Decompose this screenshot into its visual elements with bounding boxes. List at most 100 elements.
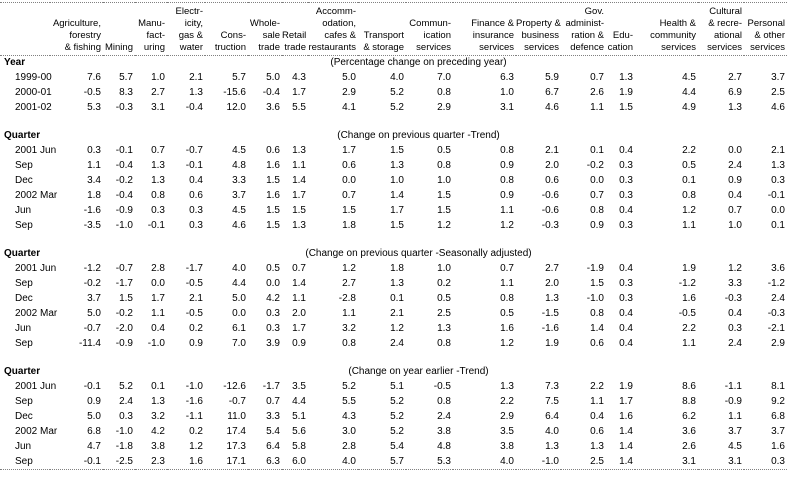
table-cell: -0.3 — [541, 220, 559, 231]
table-cell: 4.6 — [232, 220, 246, 231]
section-note: (Percentage change on preceding year) — [330, 57, 507, 68]
table-cell: 3.3 — [266, 411, 280, 422]
table-cell: 0.6 — [590, 338, 604, 349]
table-cell: 1.4 — [390, 190, 404, 201]
table-cell: 1.2 — [189, 441, 203, 452]
table-cell: 5.7 — [232, 72, 246, 83]
table-row: Sep 1.1 -0.4 1.3 -0.1 4.8 1.6 1.1 0.6 1.3 0.8 0.9 2.… — [0, 158, 787, 173]
table-cell: 5.8 — [292, 441, 306, 452]
column-header-finance-insurance: Finance & insurance services — [453, 2, 516, 56]
table-cell: -1.1 — [185, 411, 203, 422]
table-row: 1999-00 7.6 5.7 1.0 2.1 5.7 5.0 4.3 5.0 4.0 7.0 6.3… — [0, 70, 787, 85]
column-header-manufacturing: Manu- fact- uring — [135, 2, 167, 56]
table-cell: -1.7 — [262, 381, 280, 392]
table-cell: 2.4 — [390, 338, 404, 349]
column-header-row: Agriculture, forestry & fishing Mining M… — [0, 2, 787, 56]
table-cell: 0.8 — [437, 87, 451, 98]
table-cell: 0.8 — [437, 338, 451, 349]
table-cell: 2.9 — [437, 102, 451, 113]
table-cell: 1.5 — [119, 293, 133, 304]
table-cell: 3.7 — [728, 426, 742, 437]
table-cell: 5.0 — [266, 72, 280, 83]
table-cell: 0.9 — [87, 396, 101, 407]
table-cell: 4.3 — [342, 411, 356, 422]
table-cell: -0.1 — [147, 220, 165, 231]
table-cell: 1.3 — [292, 145, 306, 156]
column-header-construction: Cons- truction — [205, 2, 248, 56]
table-cell: 4.4 — [232, 278, 246, 289]
row-label: Sep — [15, 396, 33, 407]
table-cell: 1.3 — [590, 441, 604, 452]
table-cell: -0.7 — [228, 396, 246, 407]
table-row: Sep 0.9 2.4 1.3 -1.6 -0.7 0.7 4.4 5.5 5.2 0.8 2.2 7.… — [0, 394, 787, 409]
table-cell: 2.0 — [292, 308, 306, 319]
table-cell: 3.2 — [342, 323, 356, 334]
table-cell: 0.3 — [189, 205, 203, 216]
table-cell: 0.8 — [500, 175, 514, 186]
column-header-cultural-recreational: Cultural & recre- ational services — [698, 2, 744, 56]
table-cell: 1.3 — [151, 175, 165, 186]
table-cell: -15.6 — [223, 87, 246, 98]
table-cell: 0.4 — [728, 190, 742, 201]
table-cell: 2.5 — [771, 87, 785, 98]
table-cell: 3.5 — [292, 381, 306, 392]
table-cell: 3.1 — [500, 102, 514, 113]
section-header-row: Quarter (Change on year earlier -Trend) — [0, 351, 787, 379]
table-cell: 1.1 — [728, 411, 742, 422]
table-cell: 2.4 — [771, 293, 785, 304]
table-cell: 5.3 — [87, 102, 101, 113]
table-cell: 1.3 — [619, 72, 633, 83]
section-header-row: Year (Percentage change on preceding year… — [0, 56, 787, 71]
table-cell: 1.3 — [151, 160, 165, 171]
table-cell: 3.6 — [266, 102, 280, 113]
table-cell: 0.3 — [619, 293, 633, 304]
table-cell: -1.7 — [185, 263, 203, 274]
row-label: Dec — [15, 175, 33, 186]
table-cell: 1.0 — [437, 263, 451, 274]
table-cell: -1.0 — [586, 293, 604, 304]
table-cell: 1.3 — [292, 220, 306, 231]
table-cell: 1.1 — [500, 205, 514, 216]
table-cell: 4.8 — [437, 441, 451, 452]
table-row: Sep -3.5 -1.0 -0.1 0.3 4.6 1.5 1.3 1.8 1.5 1.2 1.2 -… — [0, 218, 787, 233]
table-cell: 1.8 — [390, 263, 404, 274]
table-cell: -0.1 — [185, 160, 203, 171]
table-cell: 6.3 — [500, 72, 514, 83]
table-cell: 0.3 — [619, 220, 633, 231]
table-cell: 1.2 — [437, 220, 451, 231]
table-cell: 1.7 — [292, 190, 306, 201]
table-cell: 6.8 — [87, 426, 101, 437]
table-cell: 1.5 — [390, 220, 404, 231]
table-cell: 1.8 — [87, 190, 101, 201]
table-cell: 5.9 — [545, 72, 559, 83]
table-cell: 4.0 — [500, 456, 514, 467]
row-label: 2002 Mar — [15, 426, 58, 437]
row-label: Dec — [15, 293, 33, 304]
table-cell: 6.9 — [728, 87, 742, 98]
section-note: (Change on previous quarter -Seasonally … — [305, 248, 532, 259]
table-cell: 0.6 — [342, 160, 356, 171]
table-cell: 2.8 — [151, 263, 165, 274]
table-cell: 2.9 — [500, 411, 514, 422]
table-cell: 6.1 — [232, 323, 246, 334]
table-cell: 0.7 — [342, 190, 356, 201]
table-cell: 1.9 — [545, 338, 559, 349]
row-label-column-header — [0, 2, 50, 56]
table-cell: 1.3 — [500, 381, 514, 392]
table-cell: 0.4 — [619, 205, 633, 216]
table-cell: 4.0 — [232, 263, 246, 274]
table-cell: 0.4 — [619, 338, 633, 349]
table-cell: 1.6 — [500, 323, 514, 334]
table-cell: 1.1 — [590, 396, 604, 407]
table-cell: 8.8 — [682, 396, 696, 407]
table-cell: 5.7 — [119, 72, 133, 83]
section-label: Quarter — [4, 248, 41, 259]
table-cell: 5.2 — [390, 426, 404, 437]
row-label: Jun — [15, 441, 32, 452]
table-cell: 0.0 — [151, 278, 165, 289]
table-cell: 5.4 — [390, 441, 404, 452]
table-cell: 1.6 — [771, 441, 785, 452]
table-cell: 4.9 — [682, 102, 696, 113]
table-cell: -0.3 — [115, 102, 133, 113]
table-cell: -1.9 — [586, 263, 604, 274]
